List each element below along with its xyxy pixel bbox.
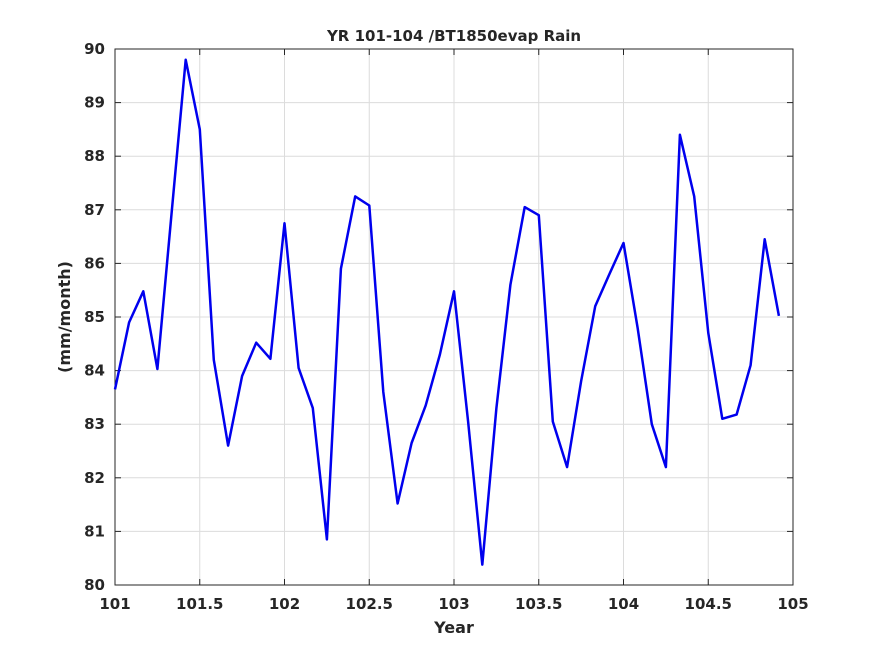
y-tick-label: 80 — [84, 576, 105, 594]
x-tick-label: 101 — [99, 595, 130, 613]
x-tick-label: 101.5 — [176, 595, 223, 613]
y-tick-label: 87 — [84, 201, 105, 219]
x-tick-label: 103 — [438, 595, 469, 613]
y-tick-label: 85 — [84, 308, 105, 326]
axis-ticks — [114, 48, 794, 586]
chart-title: YR 101-104 /BT1850evap Rain — [326, 27, 581, 45]
x-tick-labels: 101 101.5 102 102.5 103 103.5 104 104.5 105 — [99, 595, 808, 613]
x-axis-label: Year — [433, 618, 474, 637]
x-tick-label: 105 — [777, 595, 808, 613]
y-axis-label: (mm/month) — [55, 261, 74, 373]
y-tick-label: 89 — [84, 94, 105, 112]
x-tick-label: 104 — [608, 595, 639, 613]
y-tick-label: 88 — [84, 147, 105, 165]
x-tick-label: 102.5 — [346, 595, 393, 613]
y-tick-label: 84 — [84, 362, 105, 380]
y-tick-label: 83 — [84, 415, 105, 433]
y-tick-labels: 80 81 82 83 84 85 86 87 88 89 90 — [84, 40, 105, 594]
y-tick-label: 86 — [84, 254, 105, 272]
y-tick-label: 81 — [84, 522, 105, 540]
y-tick-label: 82 — [84, 469, 105, 487]
x-tick-label: 103.5 — [515, 595, 562, 613]
y-tick-label: 90 — [84, 40, 105, 58]
x-tick-label: 104.5 — [685, 595, 732, 613]
x-tick-label: 102 — [269, 595, 300, 613]
series-line — [113, 58, 781, 566]
